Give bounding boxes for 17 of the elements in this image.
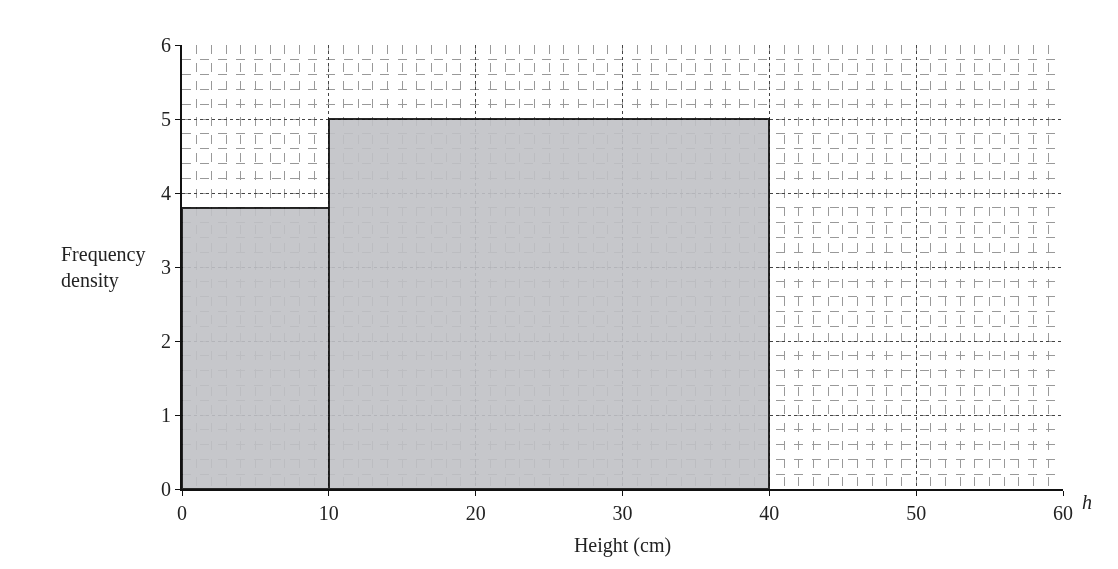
x-tick-label: 10 [318,502,339,524]
text: h [1082,491,1092,513]
y-tick-label: 1 [161,404,171,426]
x-axis-title: Height (cm) [573,534,672,557]
y-tick-label: 3 [161,256,171,278]
y-tick-label: 4 [161,182,171,204]
y-tick-label: 2 [161,330,171,352]
y-tick-label: 5 [161,108,171,130]
y-tick-label: 0 [161,478,171,500]
x-tick-label: 20 [465,502,486,524]
x-tick-label: 0 [177,502,187,524]
y-tick-label: 6 [161,34,171,56]
x-tick-label: 60 [1053,502,1073,524]
x-tick-label: 30 [612,502,633,524]
x-tick-label: 50 [906,502,927,524]
y-axis-title: Frequency density [61,243,146,292]
x-tick-label: 40 [759,502,780,524]
